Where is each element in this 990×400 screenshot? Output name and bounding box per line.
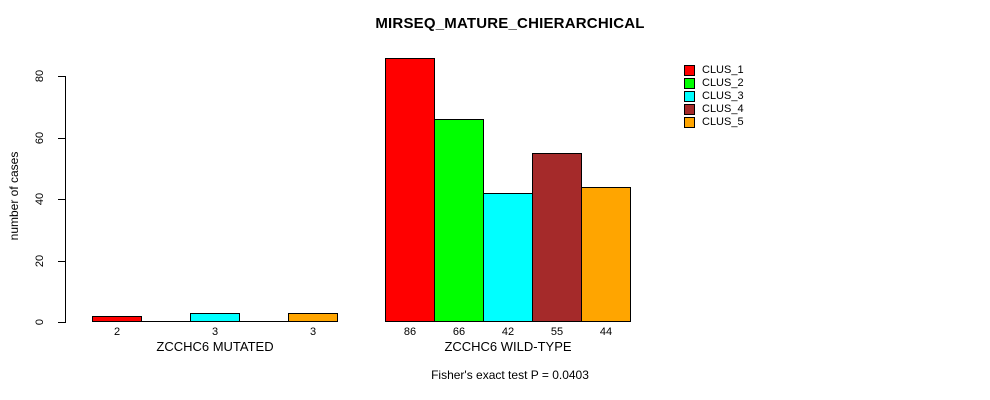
legend-label: CLUS_4 [702,103,744,115]
y-tick-label: 40 [34,192,46,206]
y-axis-tick [58,199,65,200]
y-tick-label: 60 [34,131,46,145]
y-axis-line [65,76,66,323]
legend-swatch [684,104,695,115]
bar-value-label: 2 [113,326,121,338]
legend-label: CLUS_1 [702,64,744,76]
bar [532,153,582,322]
legend-swatch [684,65,695,76]
legend-swatch [684,91,695,102]
legend-label: CLUS_2 [702,77,744,89]
bar-value-label: 42 [501,326,515,338]
y-axis-tick [58,322,65,323]
bar-value-label: 55 [550,326,564,338]
legend-swatch [684,117,695,128]
y-tick-label: 20 [34,254,46,268]
y-tick-label: 80 [34,69,46,83]
y-tick-label: 0 [34,318,46,326]
bar [92,316,142,322]
bar [434,119,484,322]
y-axis-tick [58,261,65,262]
bar [483,193,533,322]
y-axis-tick [58,76,65,77]
bar [190,313,240,322]
bar [581,187,631,322]
legend-label: CLUS_3 [702,90,744,102]
chart-title: MIRSEQ_MATURE_CHIERARCHICAL [375,15,645,32]
y-axis-tick [58,138,65,139]
bar [288,313,338,322]
bar-value-label: 86 [403,326,417,338]
legend-swatch [684,78,695,89]
legend-label: CLUS_5 [702,116,744,128]
annotation-text: Fisher's exact test P = 0.0403 [431,368,589,382]
bar-value-label: 3 [309,326,317,338]
bar-value-label: 3 [211,326,219,338]
bar [385,58,435,322]
group-label: ZCCHC6 MUTATED [156,339,274,354]
bar-value-label: 66 [452,326,466,338]
bar-value-label: 44 [599,326,613,338]
group-label: ZCCHC6 WILD-TYPE [444,339,572,354]
y-axis-title: number of cases [7,151,21,241]
